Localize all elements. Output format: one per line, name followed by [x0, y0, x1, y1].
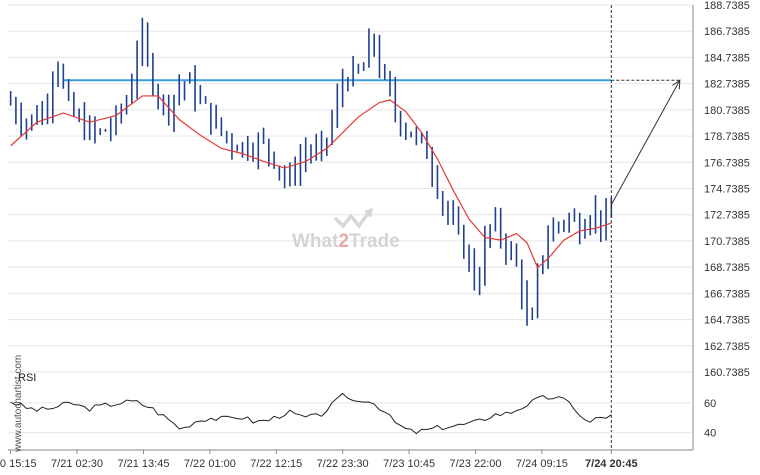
rsi-panel: RSI 60 40 — [8, 372, 716, 440]
y-tick-label: 172.7385 — [704, 210, 750, 222]
credit-text: www.autochartist.com — [13, 355, 24, 453]
rsi-line — [10, 392, 612, 435]
y-tick-label: 178.7385 — [704, 131, 750, 143]
y-tick-label: 166.7385 — [704, 288, 750, 300]
y-tick-label: 176.7385 — [704, 157, 750, 169]
candles — [9, 17, 613, 326]
y-tick-label: 168.7385 — [704, 262, 750, 274]
watermark-bird-icon — [333, 207, 373, 229]
y-tick-label: 164.7385 — [704, 315, 750, 327]
y-tick-label: 162.7385 — [704, 341, 750, 353]
x-tick-label: 7/21 13:45 — [117, 458, 169, 470]
x-tick-label: 7/24 20:45 — [585, 458, 638, 470]
time-axis: 7/20 15:15 7/21 02:30 7/21 13:45 7/22 01:00… — [0, 450, 638, 470]
x-tick-label: 7/21 02:30 — [51, 458, 103, 470]
watermark-text-2: 2 — [338, 231, 349, 252]
rsi-y-tick-label: 40 — [704, 428, 716, 440]
x-tick-label: 7/22 01:00 — [184, 458, 236, 470]
y-tick-label: 188.7385 — [704, 0, 750, 12]
price-axis: 188.7385 186.7385 184.7385 182.7385 180.7385… — [8, 0, 750, 451]
x-tick-label: 7/24 09:15 — [516, 458, 568, 470]
arrowhead-icon — [672, 79, 681, 90]
x-tick-label: 7/23 10:45 — [383, 458, 435, 470]
y-tick-label: 184.7385 — [704, 52, 750, 64]
rsi-y-tick-label: 60 — [704, 398, 716, 410]
watermark-text-3: Trade — [349, 231, 400, 252]
price-grid — [8, 4, 693, 373]
x-tick-label: 7/22 12:15 — [250, 458, 302, 470]
watermark-logo: What2Trade — [292, 207, 400, 252]
moving-average-line — [10, 95, 612, 269]
x-tick-label: 7/22 23:30 — [317, 458, 369, 470]
watermark-text-1: What — [292, 231, 339, 252]
y-tick-label: 180.7385 — [704, 105, 750, 117]
svg-text:What2Trade: What2Trade — [292, 231, 400, 252]
moving-average — [10, 95, 612, 269]
y-tick-label: 186.7385 — [704, 26, 750, 38]
projection-arrow-line — [610, 79, 681, 205]
y-tick-label: 174.7385 — [704, 184, 750, 196]
projection — [610, 79, 681, 205]
y-tick-label: 182.7385 — [704, 79, 750, 91]
x-tick-label: 7/20 15:15 — [0, 458, 37, 470]
rsi-title: RSI — [18, 372, 36, 384]
x-tick-label: 7/23 22:00 — [450, 458, 502, 470]
y-tick-label: 170.7385 — [704, 236, 750, 248]
y-tick-label: 160.7385 — [704, 367, 750, 379]
